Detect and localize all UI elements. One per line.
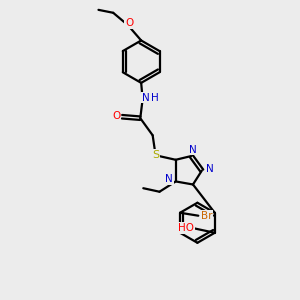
Text: Br: Br: [201, 211, 212, 221]
Text: HO: HO: [178, 223, 194, 233]
Text: N: N: [206, 164, 214, 174]
Text: N: N: [165, 174, 173, 184]
Text: N: N: [189, 145, 196, 154]
Text: O: O: [112, 111, 120, 121]
Text: S: S: [152, 150, 159, 160]
Text: H: H: [151, 93, 159, 103]
Text: O: O: [125, 18, 134, 28]
Text: N: N: [142, 93, 150, 103]
